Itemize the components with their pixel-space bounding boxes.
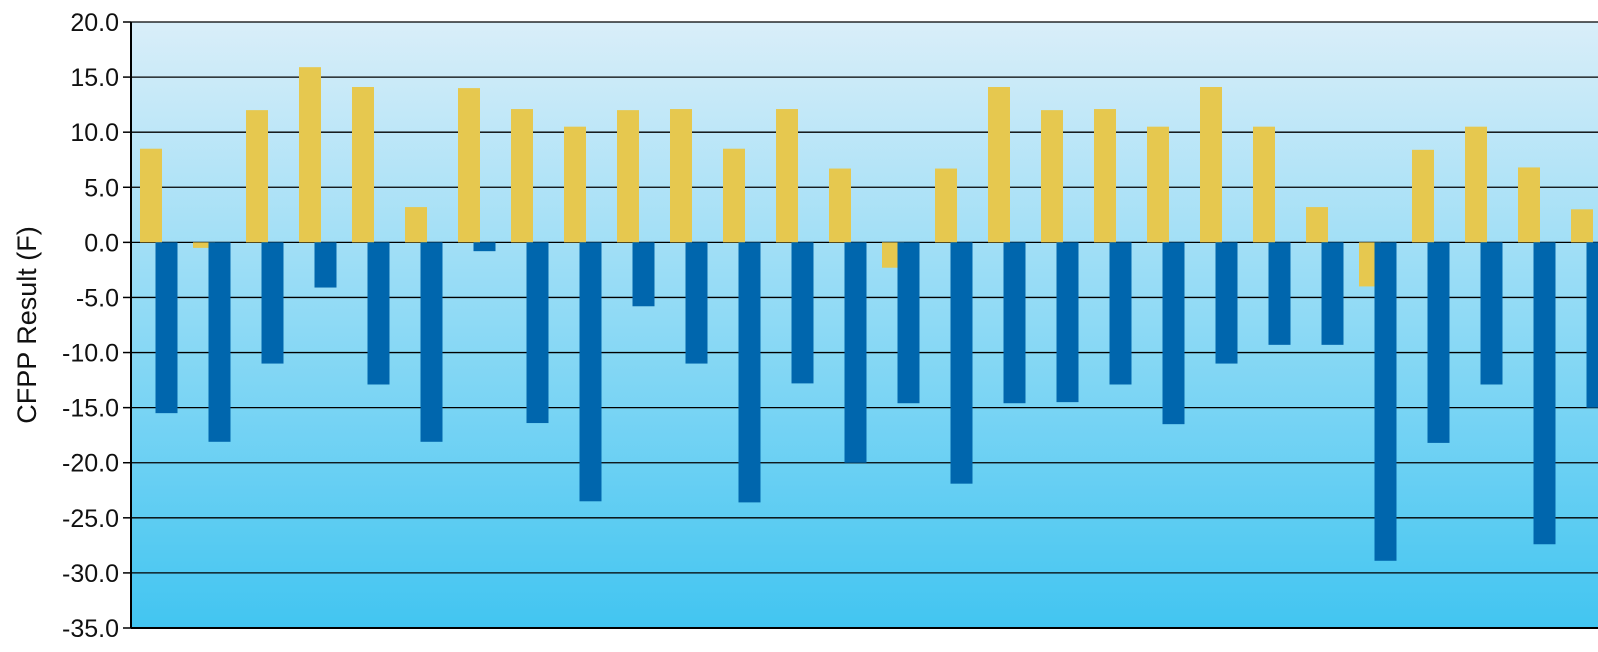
- bar-series-2: [1480, 242, 1503, 385]
- bar-series-2: [632, 242, 655, 307]
- bar-series-1: [1571, 209, 1593, 243]
- bar-series-2: [1109, 242, 1132, 385]
- bar-series-1: [776, 109, 798, 243]
- bar-series-1: [1465, 126, 1487, 243]
- bar-series-1: [511, 109, 533, 243]
- bars: [140, 67, 1598, 561]
- bar-series-1: [1200, 87, 1222, 243]
- bar-series-2: [1268, 242, 1291, 345]
- bar-series-2: [1374, 242, 1397, 561]
- bar-series-2: [579, 242, 602, 502]
- y-axis-title: CFPP Result (F): [12, 226, 42, 424]
- bar-series-2: [1215, 242, 1238, 364]
- bar-series-1: [829, 168, 851, 243]
- bar-series-2: [1162, 242, 1185, 425]
- bar-series-1: [352, 87, 374, 243]
- bar-series-2: [1003, 242, 1026, 404]
- gridlines: [131, 21, 1598, 629]
- bar-series-2: [950, 242, 973, 484]
- y-tick-label: -25.0: [62, 505, 119, 533]
- bar-series-2: [1056, 242, 1079, 403]
- bar-series-1: [1306, 207, 1328, 243]
- y-axis: 20.0 15.0 10.0 5.0 0.0 -5.0 -10.0 -15.0 -20.0 -25…: [62, 9, 132, 643]
- bar-series-1: [1041, 110, 1063, 243]
- bar-series-2: [420, 242, 443, 442]
- bar-series-1: [617, 110, 639, 243]
- y-tick-label: -30.0: [62, 560, 119, 588]
- bar-series-1: [1094, 109, 1116, 243]
- bar-series-2: [791, 242, 814, 384]
- bar-series-2: [1321, 242, 1344, 345]
- bar-series-2: [367, 242, 390, 385]
- bar-series-1: [405, 207, 427, 243]
- bar-series-2: [738, 242, 761, 503]
- y-tick-label: 15.0: [70, 64, 119, 92]
- bar-series-1: [140, 148, 162, 243]
- y-tick-label: -35.0: [62, 615, 119, 643]
- bar-series-1: [723, 148, 745, 243]
- bar-series-1: [1412, 149, 1434, 243]
- bar-series-1: [670, 109, 692, 243]
- bar-series-2: [261, 242, 284, 364]
- y-tick-label: -20.0: [62, 450, 119, 478]
- y-tick-label: 10.0: [70, 119, 119, 147]
- bar-series-1: [1253, 126, 1275, 243]
- y-tick-label: -5.0: [76, 284, 119, 312]
- bar-series-2: [208, 242, 231, 442]
- bar-series-2: [1586, 242, 1598, 408]
- y-tick-label: 0.0: [84, 229, 119, 257]
- bar-series-2: [1533, 242, 1556, 545]
- bar-series-1: [1518, 167, 1540, 243]
- bar-series-1: [935, 168, 957, 243]
- y-tick-label: 5.0: [84, 174, 119, 202]
- bar-series-2: [844, 242, 867, 463]
- bar-series-2: [526, 242, 549, 424]
- bar-series-1: [1147, 126, 1169, 243]
- bar-series-2: [1427, 242, 1450, 443]
- bar-series-2: [155, 242, 178, 414]
- y-tick-label: -10.0: [62, 340, 119, 368]
- bar-series-2: [685, 242, 708, 364]
- bar-series-2: [897, 242, 920, 404]
- bar-series-2: [314, 242, 337, 288]
- bar-series-1: [299, 67, 321, 243]
- bar-series-1: [458, 88, 480, 243]
- bar-series-1: [988, 87, 1010, 243]
- bar-series-1: [564, 126, 586, 243]
- y-tick-label: -15.0: [62, 395, 119, 423]
- bar-series-1: [246, 110, 268, 243]
- bar-series-2: [473, 242, 496, 252]
- bar-series-1: [193, 242, 215, 248]
- y-tick-label: 20.0: [70, 9, 119, 37]
